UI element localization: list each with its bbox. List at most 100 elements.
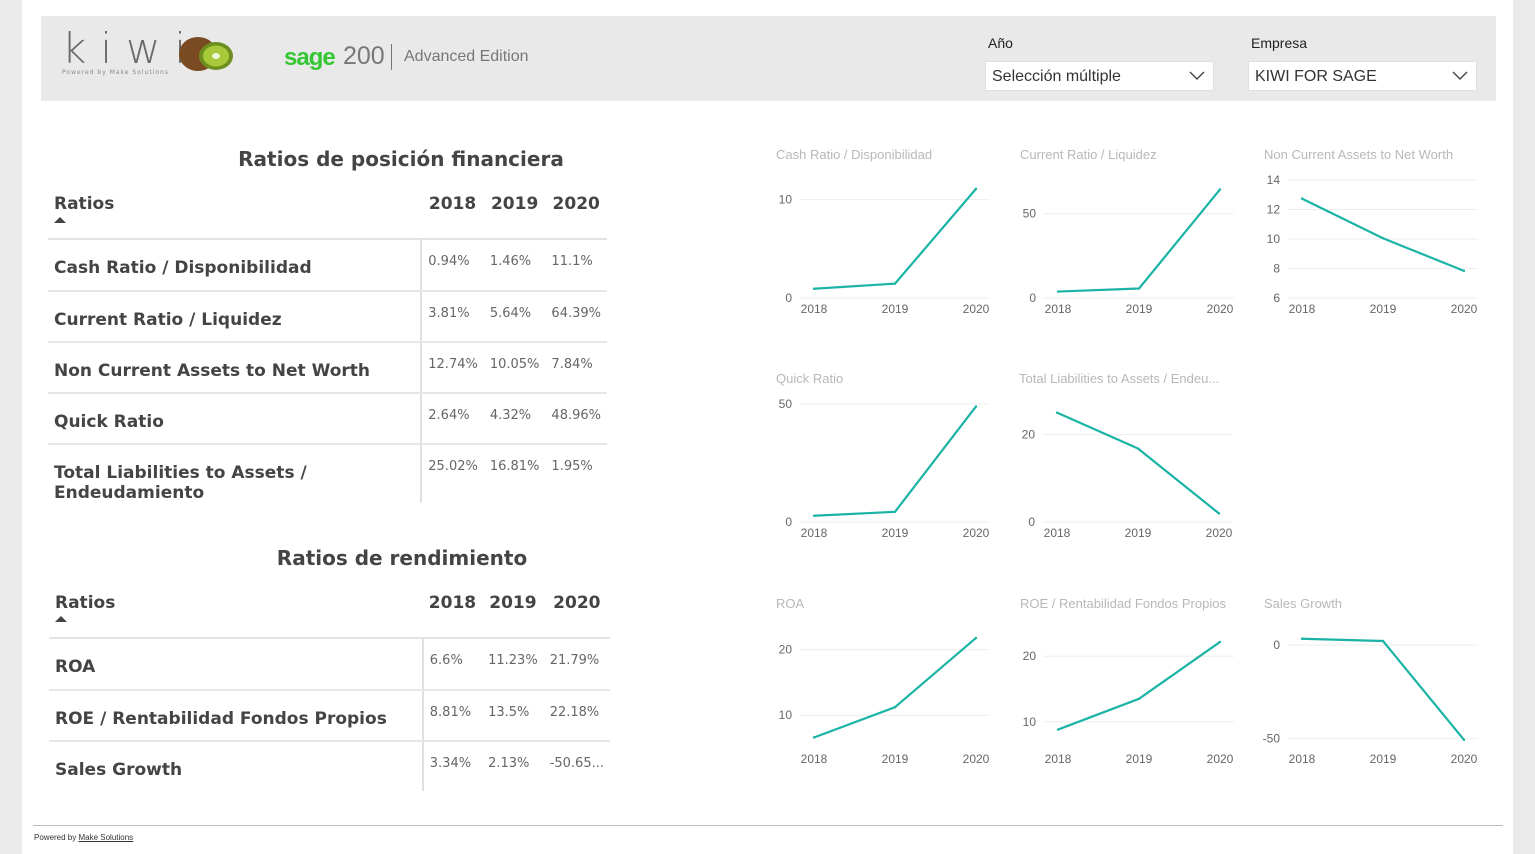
data-point [1137,697,1141,701]
data-point [974,636,978,640]
table-row: ROA 6.6% 11.23% 21.79% [49,638,610,691]
ratio-value: 25.02% [428,459,478,474]
total-liabilities-line-chart[interactable]: 0 20 2018 2019 2020 [1013,394,1245,544]
sort-ascending-icon[interactable] [54,217,66,223]
year-slicer[interactable]: Selección múltiple [985,61,1214,91]
ratios-column-header[interactable]: Ratios [48,180,421,239]
current-ratio-line-chart[interactable]: 0 50 2018 2019 2020 [1014,170,1246,320]
data-point [893,282,897,285]
company-slicer-label: Empresa [1251,35,1308,51]
table-row: Quick Ratio 2.64% 4.32% 48.96% [48,393,607,445]
x-tick-label: 2019 [882,526,909,540]
x-tick-label: 2019 [1126,302,1153,316]
company-slicer-value: KIWI FOR SAGE [1255,68,1377,85]
x-tick-label: 2019 [1126,752,1153,766]
ratio-name: Cash Ratio / Disponibilidad [48,239,423,292]
performance-section-title: Ratios de rendimiento [276,546,528,570]
x-tick-label: 2020 [963,752,990,766]
sort-ascending-icon[interactable] [55,616,67,622]
sales-growth-line-chart[interactable]: 0 -50 2018 2019 2020 [1258,620,1490,770]
quick-ratio-line-chart[interactable]: 0 50 2018 2019 2020 [770,394,1002,544]
year-column-header[interactable]: 2020 [553,593,601,613]
series-line [1301,637,1465,741]
ratio-value: 5.64% [483,291,546,343]
ratio-value: 11.1% [545,239,607,292]
footer-link[interactable]: Make Solutions [78,833,134,842]
year-column-header[interactable]: 2019 [489,593,537,613]
kiwi-logo-text: kiwi [62,24,201,73]
kiwi-logo-tagline: Powered by Make Solutions [62,69,169,76]
x-tick-label: 2018 [1289,302,1316,316]
year-column-header[interactable]: 2018 [428,593,477,613]
series-line [813,188,977,290]
ratio-value: 1.95% [551,459,593,474]
kiwi-fruit-icon [179,37,233,71]
y-tick-label: 0 [785,291,792,305]
table-row: Total Liabilities to Assets / Endeudamie… [48,444,607,503]
y-tick-label: 10 [779,193,793,207]
y-tick-label: 6 [1273,291,1280,305]
year-column-header[interactable]: 2018 [428,194,477,214]
x-tick-label: 2018 [801,752,828,766]
y-tick-label: 0 [1273,638,1280,652]
y-tick-label: 0 [785,515,792,529]
roe-line-chart[interactable]: 10 20 2018 2019 2020 [1014,620,1246,770]
chevron-down-icon[interactable] [1452,68,1468,82]
data-point [974,187,978,191]
data-point [1381,237,1385,240]
roa-line-chart[interactable]: 10 20 2018 2019 2020 [770,620,1002,770]
financial-ratios-table: Ratios 2018 2019 2020 Cash Ratio / Dispo… [48,180,607,503]
ratio-value: 11.23% [482,638,544,691]
data-point [1300,637,1304,640]
chart-title: ROA [776,596,805,611]
ratio-name: ROE / Rentabilidad Fondos Propios [49,690,424,742]
ratio-value: 1.46% [483,239,546,292]
year-column-header[interactable]: 2019 [490,194,539,214]
x-tick-label: 2020 [963,526,990,540]
data-point [1462,738,1466,742]
year-column-header[interactable]: 2020 [552,194,600,214]
x-tick-label: 2019 [1125,526,1152,540]
ratio-value: 64.39% [545,291,607,343]
cash-ratio-line-chart[interactable]: 0 10 2018 2019 2020 [770,170,1002,320]
chart-title: Cash Ratio / Disponibilidad [776,147,933,162]
ratios-column-header[interactable]: Ratios [49,579,423,638]
y-tick-label: 12 [1267,203,1281,217]
ratio-value: 12.74% [421,342,484,394]
chevron-down-icon[interactable] [1189,68,1205,82]
y-tick-label: 10 [1267,232,1281,246]
table-header-row: Ratios 2018 2019 2020 [48,180,607,239]
ratio-name: ROA [49,638,424,691]
footer: Powered by Make Solutions [34,833,133,842]
data-point [1217,512,1221,515]
x-tick-label: 2018 [1045,752,1072,766]
series-line [1057,641,1221,731]
y-tick-label: 10 [1023,715,1037,729]
company-slicer[interactable]: KIWI FOR SAGE [1248,61,1477,91]
footer-prefix: Powered by [34,833,77,842]
chart-title: Sales Growth [1264,596,1343,611]
y-tick-label: 20 [1022,428,1036,442]
non-current-assets-line-chart[interactable]: 6 8 10 12 14 2018 2019 2020 [1258,170,1490,320]
ratio-name: Quick Ratio [48,393,423,445]
data-point [1462,269,1466,273]
data-point [1218,188,1222,191]
y-tick-label: 20 [779,643,793,657]
x-tick-label: 2020 [1206,526,1233,540]
chart-title: Current Ratio / Liquidez [1020,147,1157,162]
x-tick-label: 2020 [963,302,990,316]
ratio-name: Current Ratio / Liquidez [48,291,423,343]
data-point [1056,290,1060,293]
performance-ratios-table: Ratios 2018 2019 2020 ROA 6.6% 11.23% 21… [49,579,610,791]
chart-title: Non Current Assets to Net Worth [1264,147,1454,162]
data-point [812,736,816,739]
ratio-value: 2.64% [421,393,484,445]
y-tick-label: 8 [1273,262,1280,276]
x-tick-label: 2019 [1370,752,1397,766]
x-tick-label: 2019 [1370,302,1397,316]
ratio-name: Total Liabilities to Assets / Endeudamie… [48,444,423,503]
year-slicer-value: Selección múltiple [992,68,1121,85]
x-tick-label: 2018 [1044,526,1071,540]
table-row: Non Current Assets to Net Worth 12.74% 1… [48,342,607,394]
table-header-row: Ratios 2018 2019 2020 [49,579,610,638]
